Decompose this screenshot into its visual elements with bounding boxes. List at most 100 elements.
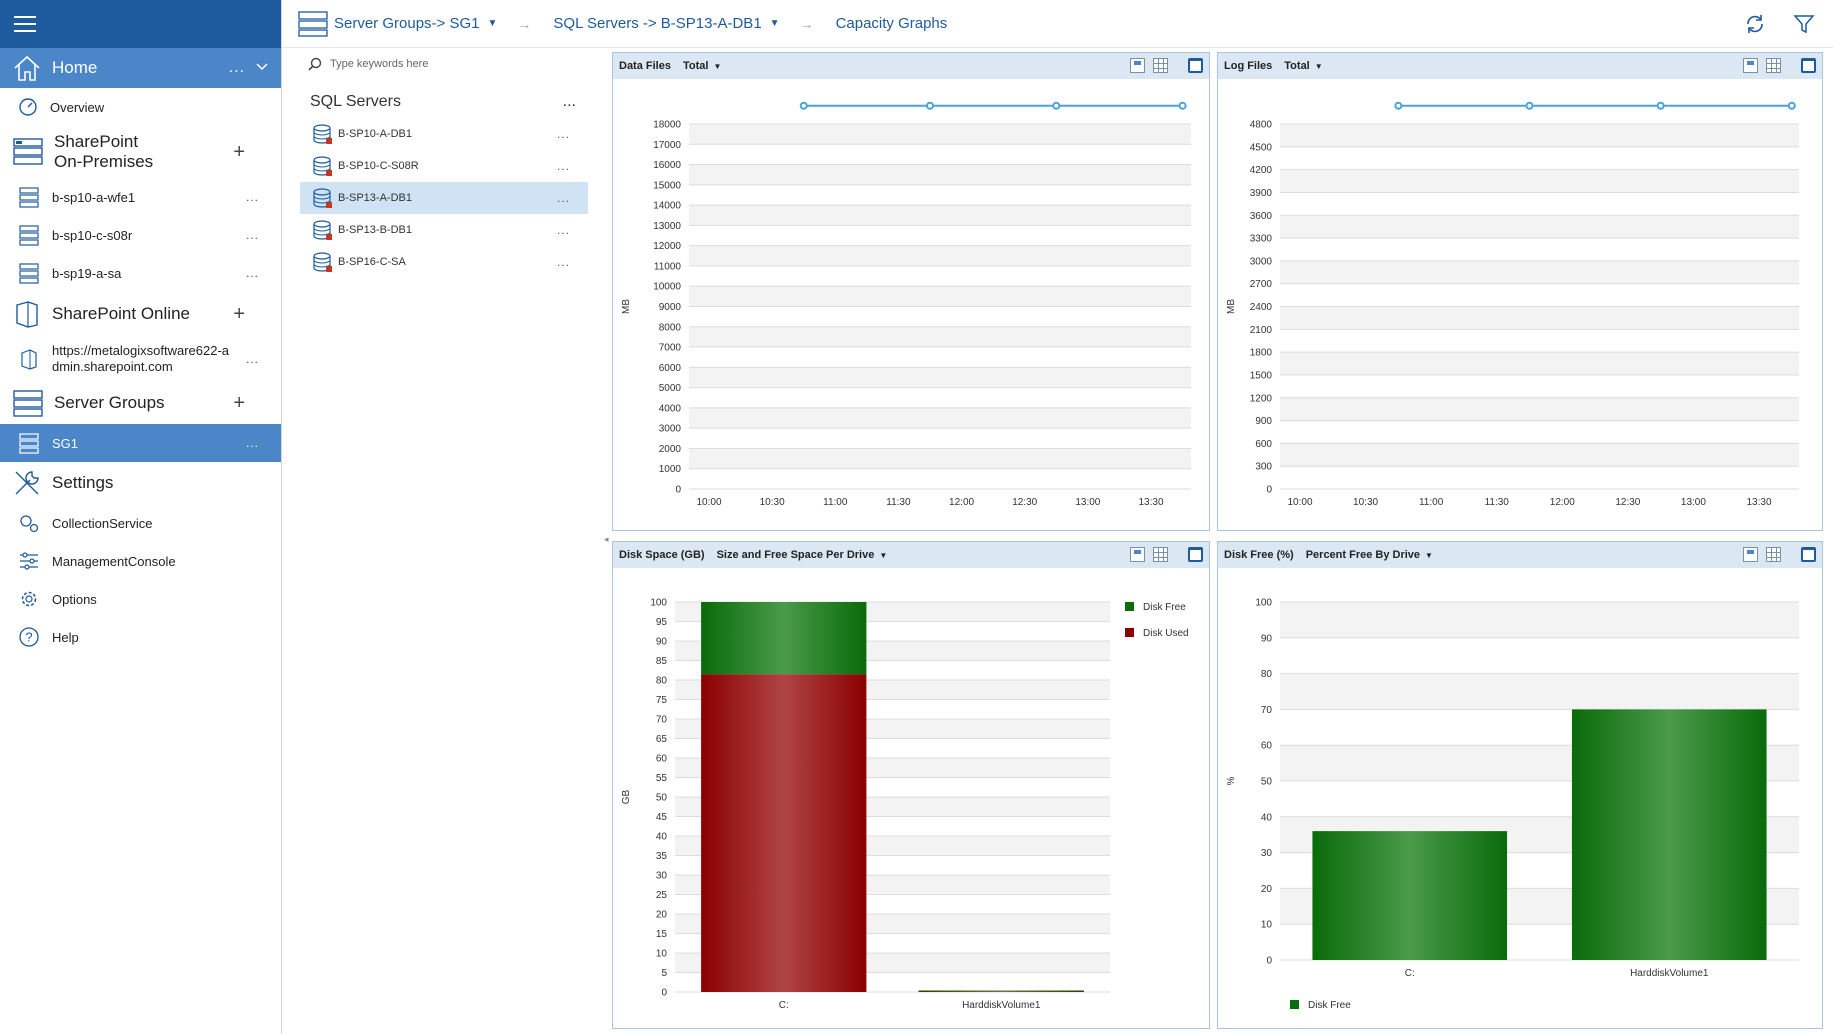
- y-tick-label: 17000: [653, 140, 681, 151]
- sql-server-row[interactable]: B-SP13-B-DB1...: [300, 214, 588, 246]
- more-options-icon[interactable]: ...: [245, 228, 259, 242]
- export-image-icon[interactable]: [1743, 58, 1758, 73]
- table-view-icon[interactable]: [1153, 547, 1168, 562]
- hamburger-menu-icon[interactable]: [14, 16, 36, 32]
- svg-text:?: ?: [25, 630, 32, 645]
- sql-server-row[interactable]: B-SP10-A-DB1...: [300, 118, 588, 150]
- filter-icon[interactable]: [1793, 12, 1815, 36]
- caret-down-icon[interactable]: ▼: [487, 18, 498, 29]
- home-more-icon[interactable]: ...: [228, 59, 245, 76]
- export-image-icon[interactable]: [1743, 547, 1758, 562]
- grid-band: [1280, 466, 1799, 489]
- breadcrumb-server-group[interactable]: Server Groups-> SG1 ▼: [298, 10, 498, 37]
- x-tick-label: 13:30: [1138, 497, 1163, 508]
- grid-band: [689, 245, 1191, 266]
- sidebar-settings-label: Settings: [52, 473, 114, 492]
- grid-band: [1280, 602, 1799, 638]
- y-tick-label: 1500: [1250, 370, 1273, 381]
- y-tick-label: 90: [656, 637, 668, 648]
- grid-band: [1280, 352, 1799, 375]
- panel-selector[interactable]: Size and Free Space Per Drive: [716, 549, 875, 561]
- more-options-icon[interactable]: ...: [556, 255, 570, 269]
- table-view-icon[interactable]: [1766, 547, 1781, 562]
- sidebar-section-sharepoint-onprem[interactable]: SharePoint On-Premises +: [0, 126, 281, 178]
- breadcrumb-sql-server[interactable]: SQL Servers -> B-SP13-A-DB1 ▼: [553, 15, 779, 32]
- collapse-panel-icon[interactable]: ◂: [604, 534, 609, 544]
- refresh-icon[interactable]: [1743, 12, 1767, 36]
- database-icon: [312, 219, 334, 241]
- sidebar-section-home[interactable]: Home ...: [0, 48, 281, 88]
- y-tick-label: 80: [656, 676, 668, 687]
- chevron-down-icon[interactable]: [255, 60, 269, 79]
- export-image-icon[interactable]: [1130, 547, 1145, 562]
- table-view-icon[interactable]: [1766, 58, 1781, 73]
- y-tick-label: 15000: [653, 180, 681, 191]
- sql-server-row[interactable]: B-SP16-C-SA...: [300, 246, 588, 278]
- caret-down-icon[interactable]: ▼: [879, 550, 888, 560]
- caret-down-icon[interactable]: ▼: [1425, 550, 1433, 560]
- grid-band: [689, 184, 1191, 206]
- panel-selector[interactable]: Total: [682, 60, 709, 72]
- table-view-icon[interactable]: [1153, 58, 1168, 73]
- more-options-icon[interactable]: ...: [556, 223, 570, 237]
- data-point: [926, 101, 934, 110]
- sql-server-row[interactable]: B-SP10-C-S08R...: [300, 150, 588, 182]
- sharepoint-online-icon: [12, 299, 42, 329]
- grid-band: [1280, 238, 1799, 261]
- sidebar-item-onprem-0[interactable]: b-sp10-a-wfe1 ...: [0, 178, 281, 216]
- data-point: [1052, 101, 1061, 110]
- sidebar-item-collection-service[interactable]: CollectionService: [0, 504, 281, 542]
- bar: [1312, 831, 1508, 960]
- sidebar-section-settings[interactable]: Settings: [0, 462, 281, 504]
- sql-server-row[interactable]: B-SP13-A-DB1...: [300, 182, 588, 214]
- grid-band: [1280, 306, 1799, 330]
- caret-down-icon[interactable]: ▼: [713, 61, 722, 71]
- more-options-icon[interactable]: ...: [245, 190, 259, 204]
- sidebar-section-sharepoint-online[interactable]: SharePoint Online +: [0, 292, 281, 336]
- x-tick-label: 13:30: [1746, 497, 1771, 508]
- sidebar-item-group-sg1[interactable]: SG1 ...: [0, 424, 281, 462]
- server-icon: [18, 224, 40, 246]
- more-options-icon[interactable]: ...: [556, 191, 570, 205]
- add-group-icon[interactable]: +: [233, 391, 245, 414]
- search-box[interactable]: Type keywords here: [300, 48, 588, 80]
- more-options-icon[interactable]: ...: [556, 159, 570, 173]
- sidebar-item-onprem-2[interactable]: b-sp19-a-sa ...: [0, 254, 281, 292]
- database-icon: [312, 123, 334, 145]
- maximize-icon[interactable]: [1801, 547, 1816, 562]
- y-tick-label: 4000: [659, 403, 682, 414]
- panel-disk-free: Disk Free (%) Percent Free By Drive ▼ 0 1…: [1217, 541, 1823, 1029]
- sidebar-item-management-console[interactable]: ManagementConsole: [0, 542, 281, 580]
- more-options-icon[interactable]: ...: [245, 266, 259, 280]
- sidebar-item-options[interactable]: Options: [0, 580, 281, 618]
- more-options-icon[interactable]: ...: [245, 436, 259, 450]
- y-tick-label: 35: [656, 851, 668, 862]
- y-tick-label: 4200: [1250, 165, 1273, 176]
- panel-selector[interactable]: Total: [1284, 60, 1310, 72]
- export-image-icon[interactable]: [1130, 58, 1145, 73]
- y-tick-label: 2700: [1250, 279, 1273, 290]
- y-tick-label: 0: [1266, 956, 1272, 967]
- sidebar-item-online-0[interactable]: https://metalogixsoftware622-a dmin.shar…: [0, 336, 281, 382]
- panel-selector[interactable]: Percent Free By Drive: [1305, 549, 1421, 561]
- grid-band: [1280, 637, 1799, 674]
- caret-down-icon[interactable]: ▼: [1314, 61, 1323, 71]
- sidebar-item-help[interactable]: ? Help: [0, 618, 281, 656]
- more-options-icon[interactable]: ...: [556, 127, 570, 141]
- maximize-icon[interactable]: [1188, 547, 1203, 562]
- add-farm-icon[interactable]: +: [233, 140, 245, 163]
- server-icon: [18, 262, 40, 284]
- maximize-icon[interactable]: [1801, 58, 1816, 73]
- grid-band: [1280, 329, 1799, 353]
- y-tick-label: 2100: [1250, 325, 1273, 336]
- sidebar-section-server-groups[interactable]: Server Groups +: [0, 382, 281, 424]
- caret-down-icon[interactable]: ▼: [769, 18, 780, 29]
- add-tenant-icon[interactable]: +: [233, 302, 245, 325]
- more-options-icon[interactable]: ...: [245, 352, 259, 366]
- search-input[interactable]: Type keywords here: [330, 58, 429, 70]
- sidebar-item-overview[interactable]: Overview: [0, 88, 281, 126]
- grid-band: [689, 387, 1191, 408]
- list-more-icon[interactable]: ...: [562, 93, 576, 110]
- sidebar-item-onprem-1[interactable]: b-sp10-c-s08r ...: [0, 216, 281, 254]
- maximize-icon[interactable]: [1188, 58, 1203, 73]
